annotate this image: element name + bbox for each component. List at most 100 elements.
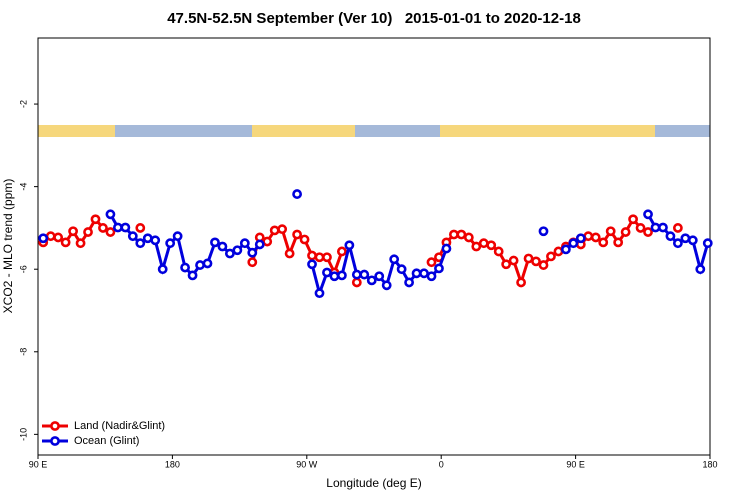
data-point	[202, 258, 213, 269]
data-point	[381, 280, 392, 291]
data-point	[75, 238, 86, 249]
data-point	[560, 244, 571, 255]
x-tick-label: 90 E	[29, 459, 48, 469]
x-tick-label: 180	[702, 459, 717, 469]
data-point	[336, 270, 347, 281]
data-point	[635, 223, 646, 233]
data-point	[404, 277, 414, 288]
data-point	[247, 247, 258, 258]
data-point	[538, 260, 549, 270]
data-point	[702, 238, 713, 249]
data-point	[471, 241, 482, 252]
x-tick-label: 180	[165, 459, 180, 469]
data-point	[687, 235, 698, 246]
data-point	[366, 275, 377, 286]
data-point	[217, 241, 228, 252]
x-tick-label: 0	[439, 459, 444, 469]
data-point	[172, 231, 183, 242]
data-point	[344, 240, 355, 251]
y-tick-label: -8	[18, 348, 28, 356]
data-point	[650, 222, 661, 233]
legend-marker	[50, 436, 60, 446]
data-point	[456, 229, 467, 240]
data-point	[120, 222, 131, 233]
series	[38, 189, 713, 299]
data-point	[351, 269, 362, 280]
data-point	[314, 288, 325, 299]
data-point	[299, 234, 310, 245]
data-point	[448, 229, 459, 240]
data-point	[68, 226, 78, 237]
data-point	[434, 263, 444, 274]
data-point	[292, 189, 302, 199]
data-point	[112, 222, 123, 233]
data-point	[90, 214, 101, 225]
data-point	[157, 264, 168, 275]
legend-marker	[50, 421, 60, 431]
data-point	[389, 254, 400, 265]
chart-title: 47.5N-52.5N September (Ver 10) 2015-01-0…	[167, 10, 581, 27]
y-tick-label: -10	[18, 428, 28, 441]
data-point	[232, 245, 243, 256]
data-point	[307, 250, 317, 261]
x-tick-label: 90 W	[296, 459, 318, 469]
data-point	[620, 227, 631, 237]
data-point	[247, 257, 258, 268]
data-point	[672, 223, 683, 233]
data-point	[538, 226, 549, 237]
y-tick-label: -4	[18, 183, 28, 191]
data-point	[165, 238, 176, 249]
data-point	[493, 246, 504, 257]
data-point	[307, 259, 317, 270]
data-point	[598, 237, 609, 248]
data-point	[575, 233, 586, 244]
data-point	[463, 232, 474, 243]
data-point	[374, 271, 385, 282]
map-strip	[38, 125, 710, 137]
data-point	[396, 264, 407, 275]
data-point	[262, 236, 273, 247]
data-point	[127, 231, 138, 242]
data-point	[135, 238, 146, 249]
data-point	[501, 259, 512, 270]
data-point	[269, 225, 280, 236]
data-point	[142, 233, 153, 244]
data-point	[583, 231, 594, 242]
y-tick-label: -6	[18, 265, 28, 273]
x-tick-label: 90 E	[566, 459, 585, 469]
data-point	[210, 237, 220, 248]
data-point	[426, 257, 437, 268]
data-point	[605, 226, 616, 237]
data-point	[187, 270, 198, 281]
data-point	[672, 238, 683, 249]
legend: Land (Nadir&Glint) Ocean (Glint)	[42, 420, 165, 447]
data-point	[478, 238, 489, 249]
x-axis-label: Longitude (deg E)	[326, 476, 421, 490]
data-point	[546, 251, 556, 262]
data-point	[658, 222, 668, 233]
data-point	[105, 227, 116, 237]
data-point	[643, 209, 653, 220]
data-point	[322, 252, 332, 263]
data-point	[523, 253, 534, 264]
data-point	[45, 231, 56, 242]
data-point	[329, 271, 340, 282]
data-point	[516, 277, 526, 288]
data-point	[180, 262, 190, 273]
data-point	[665, 231, 676, 242]
data-point	[680, 233, 691, 244]
data-point	[322, 267, 332, 278]
data-point	[695, 264, 706, 275]
data-point	[53, 232, 64, 243]
data-point	[411, 268, 422, 279]
data-point	[419, 268, 429, 279]
data-point	[486, 240, 497, 251]
data-point	[613, 237, 624, 248]
y-tick-label: -2	[18, 100, 28, 108]
data-point	[336, 246, 347, 257]
data-point	[277, 224, 288, 235]
data-point	[628, 214, 638, 225]
data-point	[284, 248, 295, 259]
y-axis-label: XCO2 - MLO trend (ppm)	[1, 179, 15, 314]
